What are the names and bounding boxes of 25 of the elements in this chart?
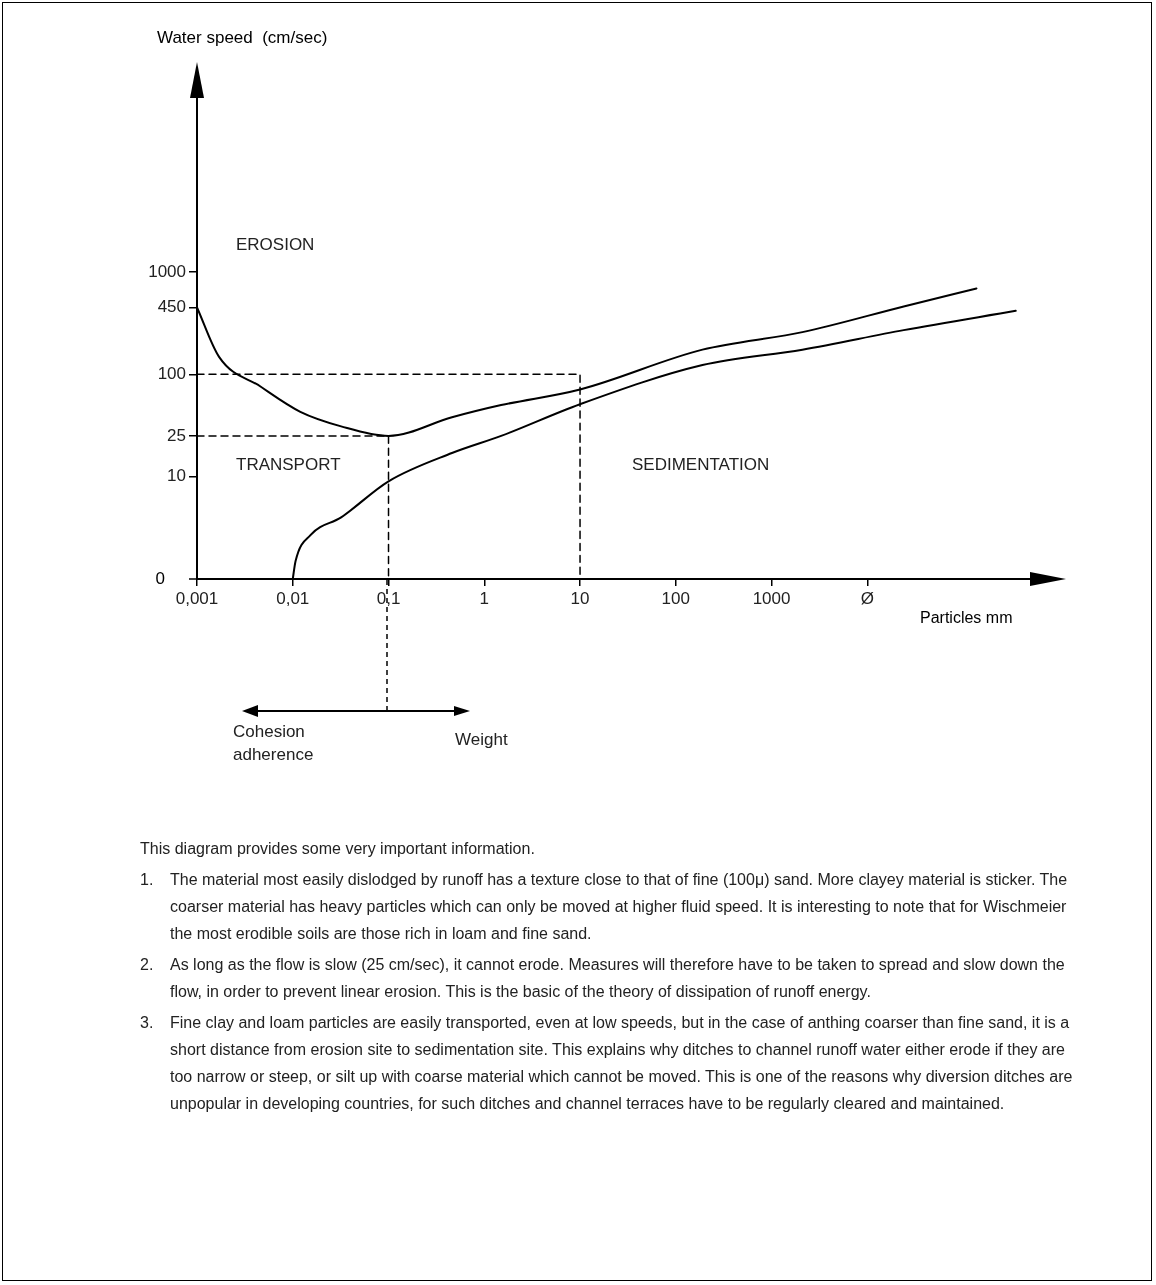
text: 2. As long as the flow is slow (25 cm/sec), it cannot erode. Measures will therefore have to be taken to spread and slow down the flow, in order to prevent linear erosion. This is the basic of the theory of dissipation of runoff energy. — [140, 955, 1066, 1002]
y-tick-label: 25 — [167, 425, 186, 445]
x-tick-label: 0,1 — [376, 588, 401, 608]
text: This diagram provides some very important information. — [140, 839, 536, 859]
text: 1. The material most easily dislodged by runoff has a texture close to that of fine (100μ) sand. More clayey material is sticker. The coarser material has heavy particles which can only be moved at higher fluid speed. It is interesting to note that for Wischmeier the most erodible soils are those rich in loam and fine sand. — [140, 870, 1069, 944]
y-tick-label: 10 — [167, 466, 186, 486]
text: 3. Fine clay and loam particles are easily transported, even at low speeds, but in the case of anthing coarser than fine sand, it is a short distance from erosion site to sedimentation site. This explains why ditches to channel runoff water either erode if they are too narrow or steep, or silt up with coarse material which cannot be moved. This is one of the reasons why diversion ditches are unpopular in developing countries, for such ditches and channel terraces have to be regularly cleared and maintained. — [140, 1013, 1074, 1114]
annotation: SEDIMENTATION — [632, 454, 770, 476]
x-tick-label: 100 — [661, 588, 690, 608]
x-axis-title: Particles mm — [920, 609, 1013, 626]
text: 0 — [155, 568, 165, 588]
x-tick-label: 1000 — [752, 588, 791, 608]
y-tick-label: 1000 — [148, 261, 186, 281]
y-tick-label: 100 — [157, 363, 186, 383]
x-tick-label: 0,01 — [276, 588, 310, 608]
x-tick-label: Ø — [860, 588, 874, 608]
x-tick-label: 0,001 — [175, 588, 219, 608]
x-tick-label: 10 — [570, 588, 590, 608]
annotation: TRANSPORT — [236, 454, 341, 476]
text: Weight — [455, 729, 508, 751]
text: Cohesion adherence — [233, 721, 315, 766]
annotation: EROSION — [236, 234, 315, 256]
x-tick-label: 1 — [479, 588, 490, 608]
y-tick-label: 450 — [157, 297, 186, 317]
y-axis-title: Water speed (cm/sec) — [157, 28, 328, 47]
